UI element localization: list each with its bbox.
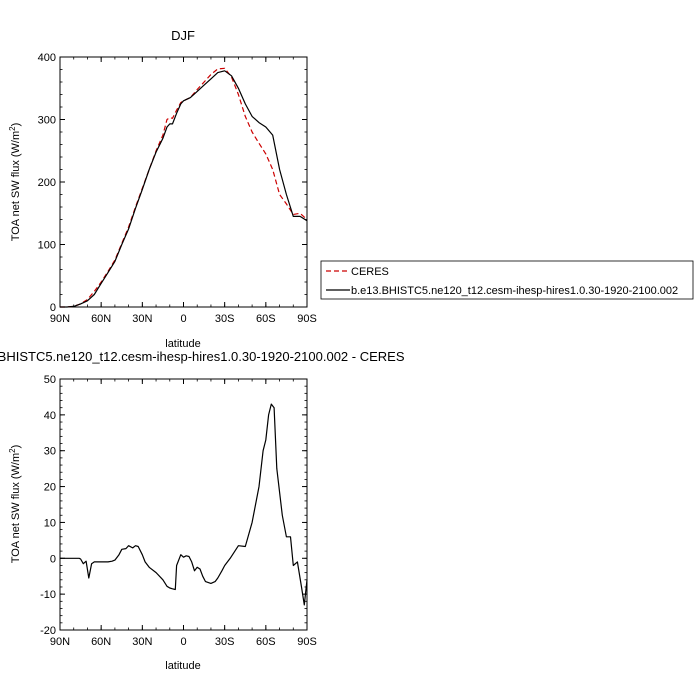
top-xtick-label: 30S <box>215 313 235 325</box>
bottom-ytick-label: -20 <box>40 625 56 637</box>
top-ytick-label: 0 <box>50 302 56 314</box>
bottom-ytick-label: 50 <box>44 374 56 386</box>
bottom-ytick-label: 10 <box>44 517 56 529</box>
top-ytick-label: 100 <box>38 240 56 252</box>
legend-entry-ceres: CERES <box>351 266 389 278</box>
bottom-xtick-label: 30N <box>132 636 152 648</box>
top-series-line-ceres <box>60 67 308 308</box>
top-series-line-model <box>60 70 308 308</box>
bottom-xtick-label: 60S <box>256 636 276 648</box>
top-xtick-label: 30N <box>132 313 152 325</box>
bottom-plot-frame <box>59 378 308 631</box>
bottom-x-axis-label: latitude <box>165 660 200 672</box>
top-ytick-label: 400 <box>38 52 56 64</box>
top-ytick-label: 300 <box>38 115 56 127</box>
bottom-series-line-difference <box>60 403 308 606</box>
top-y-axis-label: TOA net SW flux (W/m2) <box>8 123 23 242</box>
top-ytick-label: 200 <box>38 177 56 189</box>
top-xtick-label: 90S <box>297 313 317 325</box>
bottom-xtick-label: 90S <box>297 636 317 648</box>
top-xtick-label: 0 <box>180 313 186 325</box>
legend-entry-model: b.e13.BHISTC5.ne120_t12.cesm-ihesp-hires… <box>351 285 678 297</box>
top-x-axis-label: latitude <box>165 338 200 350</box>
bottom-xtick-label: 60N <box>91 636 111 648</box>
top-xtick-label: 90N <box>50 313 70 325</box>
bottom-chart-title: b.e13.BHISTC5.ne120_t12.cesm-ihesp-hires… <box>0 349 405 364</box>
legend-box <box>320 260 694 300</box>
top-panel: DJF 90N 60N 30N 0 30S 60S 90S 0 100 200 300 400 lat… <box>8 28 317 350</box>
top-plot-frame <box>59 56 308 308</box>
bottom-y-axis-label: TOA net SW flux (W/m2) <box>8 445 23 564</box>
bottom-xtick-label: 0 <box>180 636 186 648</box>
bottom-xtick-label: 30S <box>215 636 235 648</box>
bottom-xtick-label: 90N <box>50 636 70 648</box>
bottom-ytick-label: 40 <box>44 410 56 422</box>
bottom-panel: b.e13.BHISTC5.ne120_t12.cesm-ihesp-hires… <box>0 349 405 672</box>
top-chart-title: DJF <box>171 28 195 43</box>
legend: CERES b.e13.BHISTC5.ne120_t12.cesm-ihesp… <box>320 260 694 300</box>
bottom-ytick-label: 20 <box>44 482 56 494</box>
top-xtick-label: 60N <box>91 313 111 325</box>
bottom-ytick-label: -10 <box>40 589 56 601</box>
bottom-ytick-label: 0 <box>50 553 56 565</box>
top-xtick-label: 60S <box>256 313 276 325</box>
bottom-ytick-label: 30 <box>44 446 56 458</box>
